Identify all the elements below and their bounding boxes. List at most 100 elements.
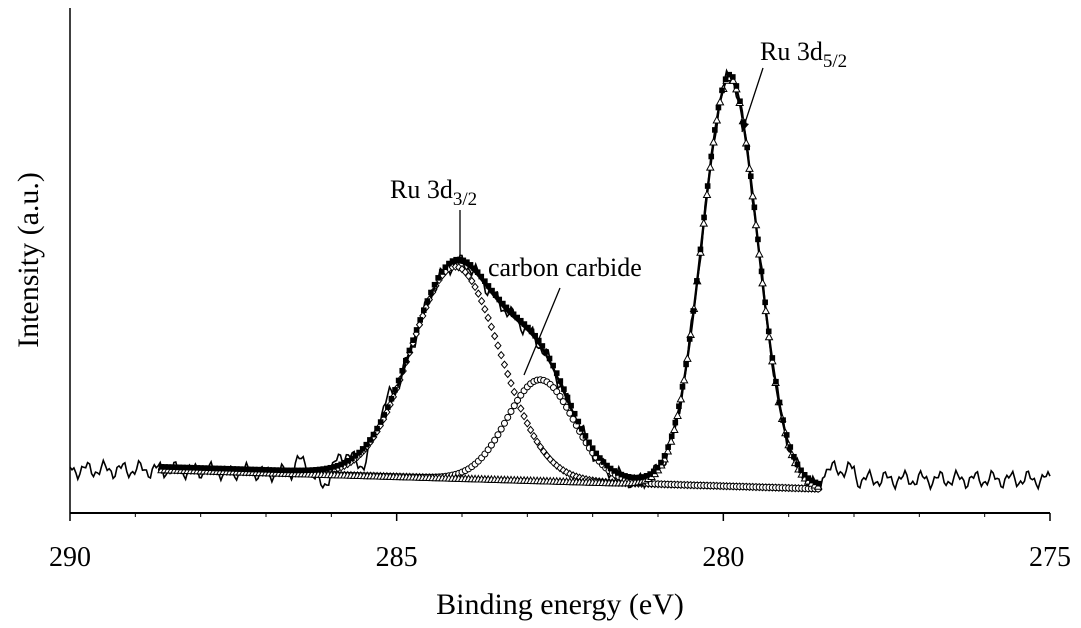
fit-point [388, 395, 395, 402]
series-ru-3d32-component-point [471, 282, 479, 292]
fit-point [406, 347, 413, 354]
fit-point [719, 87, 725, 94]
annotation-leader-line [523, 287, 561, 376]
fit-point [647, 471, 653, 477]
fit-point [244, 466, 251, 473]
series-ru-3d32-component [157, 262, 822, 494]
series-ru-3d32-component-point [504, 369, 512, 379]
fit-point [377, 419, 384, 425]
fit-point [424, 298, 431, 304]
fit-point [270, 467, 276, 473]
series-fitted-envelope [161, 76, 822, 489]
fit-point [492, 292, 499, 298]
fit-point [812, 479, 819, 486]
fit-point [708, 153, 715, 160]
fit-point [162, 464, 168, 470]
fit-point [453, 256, 459, 263]
fit-point [701, 214, 707, 221]
series-ru-3d52-component-point [764, 332, 774, 341]
series-ru-3d52-component-point [705, 162, 715, 171]
fit-point [672, 419, 679, 426]
series-ru-3d32-component-point [487, 322, 496, 332]
fit-point [553, 370, 560, 376]
series-ru-3d32-component-point [464, 271, 473, 281]
series-carbide-component-point [500, 419, 508, 427]
fit-point [313, 467, 319, 473]
fit-point [338, 461, 344, 468]
fit-point [615, 470, 621, 476]
fit-point [428, 289, 434, 296]
fit-point [403, 357, 409, 364]
x-tick-label: 280 [702, 542, 744, 573]
fit-point [607, 465, 614, 472]
fit-point [165, 464, 172, 470]
fit-point [510, 311, 517, 318]
fit-point [744, 144, 750, 151]
fit-point [341, 459, 348, 466]
fit-point [568, 402, 574, 409]
fit-point [650, 468, 657, 475]
series-ru-3d32-component-point [523, 419, 531, 428]
fit-point [438, 269, 445, 275]
series-ru-3d32-component-point [549, 458, 558, 467]
fit-point [686, 336, 693, 342]
series-ru-3d32-component-point [461, 267, 469, 277]
series-ru-3d32-component-point [533, 437, 541, 446]
fit-point [464, 259, 470, 265]
fit-point [266, 467, 273, 473]
fit-point [550, 362, 556, 369]
fit-point [622, 473, 628, 479]
series-carbide-component-point [569, 415, 577, 423]
series-ru-3d32-component-point [474, 289, 482, 298]
series-ru-3d32-component-point [484, 313, 492, 323]
fit-point [302, 467, 308, 474]
series-ru-3d52-component-point [745, 163, 754, 172]
fit-point [636, 474, 643, 481]
series-ru-3d52-component-point [663, 446, 673, 455]
series-carbide-component-point [514, 396, 522, 404]
series-ru-3d52-component-point [709, 137, 718, 146]
annotation-arrowhead [740, 121, 749, 132]
series-ru-3d52-component-point [679, 375, 689, 384]
series-ru-3d52-component-point [683, 353, 692, 362]
fit-point [791, 453, 797, 460]
fit-point [525, 324, 531, 331]
fit-point [755, 236, 761, 243]
fit-point [349, 455, 355, 462]
fit-point [410, 337, 416, 343]
fit-point [773, 378, 779, 385]
fit-point [183, 464, 190, 471]
fit-point [359, 446, 366, 452]
fit-point [489, 287, 495, 294]
fit-point [474, 269, 481, 276]
series-ru-3d32-component-point [520, 411, 528, 421]
fit-point [241, 466, 247, 473]
fit-point [230, 466, 237, 472]
series-ru-3d52-component-point [751, 220, 761, 229]
fit-point [435, 275, 441, 281]
fit-point [431, 281, 438, 288]
fit-point [226, 466, 233, 472]
fit-point [694, 278, 700, 284]
series-ru-3d52-component-point [699, 218, 709, 227]
fit-point [395, 377, 402, 384]
fit-point [561, 386, 567, 392]
fit-point [780, 417, 786, 423]
fit-point [352, 452, 359, 459]
fit-point [798, 467, 804, 474]
series-ru-3d52-component-point [702, 189, 712, 199]
series-ru-3d32-component-point [507, 378, 515, 388]
fit-point [219, 465, 226, 472]
x-tick-label: 290 [49, 542, 91, 573]
fit-point [169, 464, 176, 470]
fit-point [679, 384, 686, 390]
fit-point [173, 464, 179, 471]
fit-point [751, 204, 758, 211]
series-ru-3d32-component-point [468, 276, 476, 286]
fit-point [715, 104, 722, 111]
fit-point [783, 432, 790, 438]
fit-point [726, 71, 733, 78]
axes-layer [69, 8, 1050, 514]
fit-point [787, 444, 794, 450]
fit-point [597, 455, 603, 461]
